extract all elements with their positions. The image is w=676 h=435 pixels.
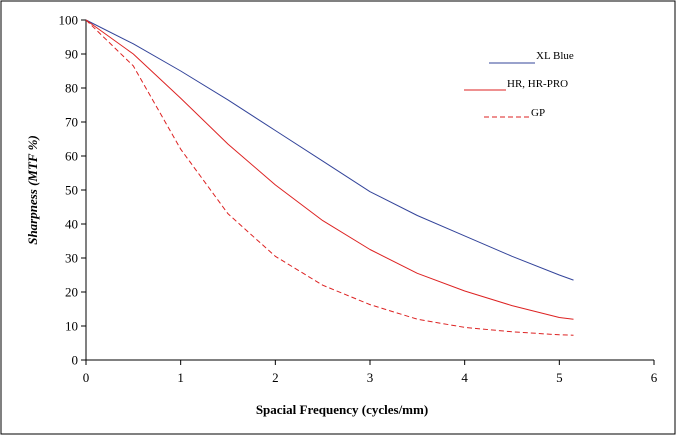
axes: 0 10 20 30 40 50 60 70 80 90 100 0 1 2 3 4 5 6 [59, 13, 658, 386]
legend-label-2: HR, HR-PRO [507, 78, 568, 90]
x-tick-label: 2 [272, 370, 279, 385]
legend-label-1: XL Blue [536, 50, 574, 62]
y-tick-label: 100 [59, 13, 79, 28]
y-tick-label: 30 [65, 251, 78, 266]
y-tick-label: 60 [65, 149, 78, 164]
series-layer [85, 19, 574, 336]
x-tick-label: 6 [651, 370, 658, 385]
y-tick-label: 70 [65, 115, 78, 130]
y-tick-label: 80 [65, 81, 78, 96]
x-tick-label: 3 [367, 370, 374, 385]
legend-label-3: GP [531, 107, 545, 119]
x-tick-label: 0 [83, 370, 90, 385]
x-tick-label: 1 [177, 370, 184, 385]
legend: XL Blue HR, HR-PRO GP [464, 50, 574, 119]
x-tick-label: 5 [556, 370, 563, 385]
y-tick-label: 10 [65, 319, 78, 334]
y-axis-title: Sharpness (MTF %) [25, 135, 40, 245]
series-line-2 [85, 19, 574, 320]
y-tick-label: 40 [65, 217, 78, 232]
y-tick-label: 50 [65, 183, 78, 198]
y-tick-label: 0 [72, 353, 79, 368]
series-line-3 [85, 19, 574, 336]
y-tick-label: 20 [65, 285, 78, 300]
y-tick-label: 90 [65, 47, 78, 62]
x-tick-label: 4 [461, 370, 468, 385]
x-axis-title: Spacial Frequency (cycles/mm) [256, 402, 428, 417]
series-line-1 [85, 19, 574, 281]
